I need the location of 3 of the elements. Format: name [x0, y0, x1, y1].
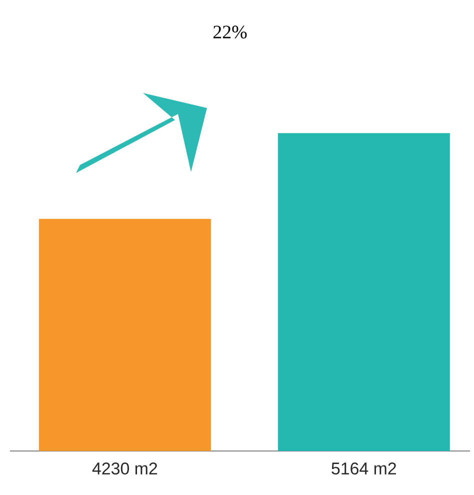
x-tick-label: 5164 m2	[332, 462, 396, 475]
chart-title: 22%	[213, 26, 247, 38]
x-tick-label: 4230 m2	[92, 462, 158, 475]
